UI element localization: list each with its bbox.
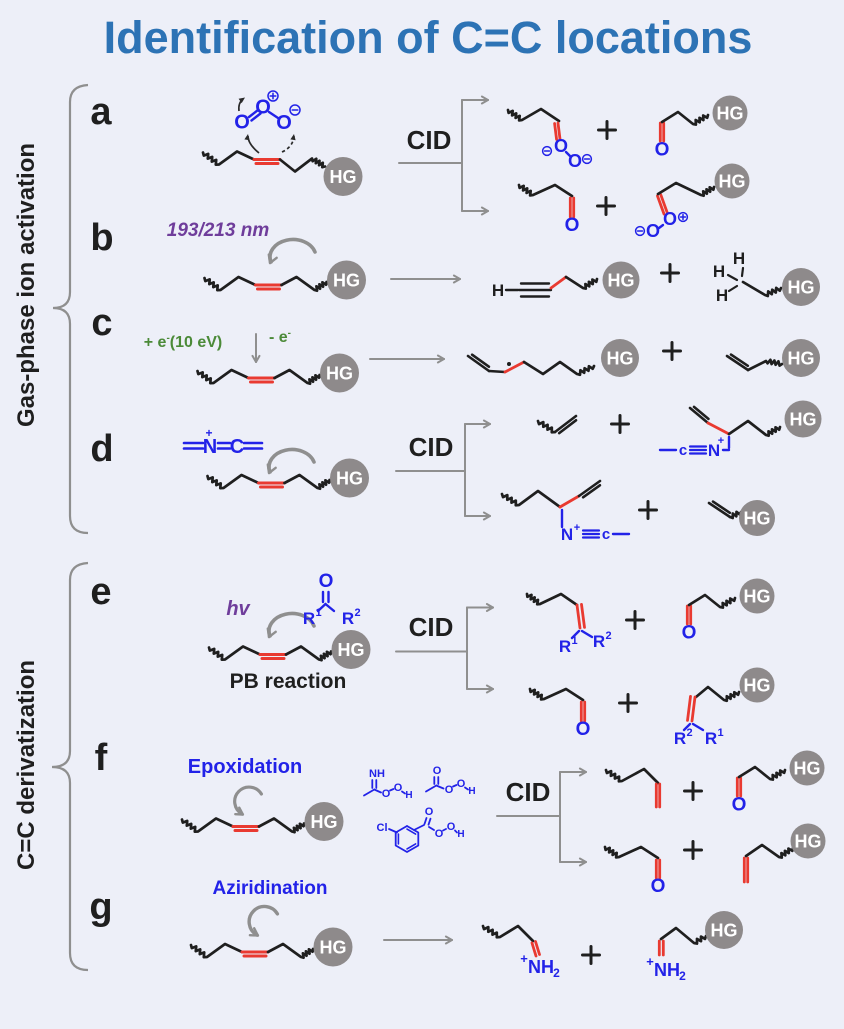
svg-text:O: O	[255, 97, 271, 119]
svg-text:O: O	[234, 112, 250, 134]
svg-text:O: O	[651, 876, 666, 897]
svg-text:CID: CID	[407, 125, 452, 155]
svg-text:2: 2	[605, 630, 611, 642]
svg-text:g: g	[89, 886, 112, 928]
svg-text:e: e	[90, 571, 111, 613]
svg-text:O: O	[425, 806, 434, 818]
svg-text:+: +	[574, 522, 580, 534]
svg-text:R: R	[674, 729, 686, 748]
svg-text:HG: HG	[330, 167, 357, 187]
svg-text:Gas-phase ion activation: Gas-phase ion activation	[13, 143, 40, 427]
svg-text:O: O	[433, 765, 442, 777]
svg-text:H: H	[733, 249, 745, 268]
svg-text:HG: HG	[336, 469, 363, 489]
svg-text:+: +	[646, 954, 654, 969]
svg-text:H: H	[457, 829, 464, 840]
svg-text:H: H	[468, 786, 475, 797]
svg-text:HG: HG	[788, 278, 815, 298]
svg-text:Identification of C=C location: Identification of C=C locations	[104, 12, 753, 63]
svg-text:+: +	[520, 951, 528, 966]
svg-text:+: +	[205, 426, 212, 440]
svg-text:NH: NH	[528, 957, 554, 977]
svg-text:R: R	[342, 609, 354, 628]
svg-text:+ e-(10 eV): + e-(10 eV)	[144, 333, 223, 351]
svg-text:H: H	[405, 790, 412, 801]
svg-text:Cl: Cl	[377, 822, 388, 834]
svg-text:O: O	[568, 151, 582, 171]
svg-text:C: C	[230, 436, 244, 458]
svg-text:a: a	[90, 91, 112, 133]
svg-text:Aziridination: Aziridination	[212, 878, 327, 899]
svg-text:O: O	[447, 821, 456, 833]
svg-text:HG: HG	[326, 364, 353, 384]
svg-text:HG: HG	[717, 104, 744, 124]
svg-text:HG: HG	[795, 832, 822, 852]
svg-text:b: b	[90, 217, 113, 259]
svg-text:Epoxidation: Epoxidation	[188, 756, 302, 778]
svg-text:HG: HG	[333, 271, 360, 291]
svg-text:NH: NH	[654, 960, 680, 980]
svg-text:HG: HG	[719, 172, 746, 192]
svg-text:hv: hv	[226, 598, 251, 620]
svg-text:O: O	[576, 719, 591, 740]
svg-text:HG: HG	[790, 410, 817, 430]
svg-text:2: 2	[354, 607, 360, 619]
svg-text:HG: HG	[711, 921, 738, 941]
svg-text:CID: CID	[409, 612, 454, 642]
svg-text:HG: HG	[608, 271, 635, 291]
svg-text:c: c	[91, 302, 112, 344]
svg-text:2: 2	[686, 727, 692, 739]
svg-text:O: O	[663, 209, 677, 229]
svg-text:c: c	[602, 526, 610, 543]
svg-text:O: O	[732, 795, 747, 816]
svg-text:C=C derivatization: C=C derivatization	[13, 660, 40, 870]
svg-text:H: H	[492, 281, 504, 300]
svg-text:O: O	[682, 623, 697, 644]
svg-text:HG: HG	[744, 509, 771, 529]
svg-text:HG: HG	[788, 349, 815, 369]
svg-text:O: O	[394, 782, 403, 794]
svg-text:O: O	[445, 784, 454, 796]
svg-text:H: H	[713, 262, 725, 281]
svg-text:+: +	[718, 435, 724, 447]
svg-text:R: R	[303, 609, 315, 628]
svg-text:HG: HG	[311, 812, 338, 832]
svg-text:NH: NH	[369, 768, 385, 780]
svg-text:f: f	[95, 737, 108, 779]
svg-text:c: c	[679, 442, 687, 459]
svg-text:CID: CID	[506, 777, 551, 807]
svg-text:193/213 nm: 193/213 nm	[167, 220, 270, 241]
svg-text:HG: HG	[744, 587, 771, 607]
svg-text:O: O	[276, 112, 292, 134]
svg-text:R: R	[559, 637, 571, 656]
svg-text:N: N	[561, 525, 573, 544]
svg-text:R: R	[593, 632, 605, 651]
svg-text:R: R	[705, 729, 717, 748]
svg-text:d: d	[90, 428, 113, 470]
svg-text:CID: CID	[409, 432, 454, 462]
svg-text:HG: HG	[794, 759, 821, 779]
svg-text:HG: HG	[338, 640, 365, 660]
svg-text:O: O	[646, 221, 660, 241]
svg-text:O: O	[382, 788, 391, 800]
svg-text:O: O	[457, 778, 466, 790]
svg-text:O: O	[655, 140, 670, 161]
svg-text:2: 2	[553, 966, 560, 980]
svg-text:H: H	[716, 286, 728, 305]
svg-text:O: O	[565, 215, 580, 236]
svg-text:1: 1	[571, 635, 577, 647]
svg-text:1: 1	[315, 607, 321, 619]
svg-text:PB reaction: PB reaction	[230, 670, 347, 693]
svg-text:1: 1	[717, 727, 723, 739]
svg-text:2: 2	[679, 969, 686, 983]
svg-text:O: O	[319, 571, 334, 592]
svg-text:O: O	[435, 828, 444, 840]
svg-text:HG: HG	[607, 349, 634, 369]
svg-text:HG: HG	[744, 676, 771, 696]
svg-text:HG: HG	[320, 938, 347, 958]
